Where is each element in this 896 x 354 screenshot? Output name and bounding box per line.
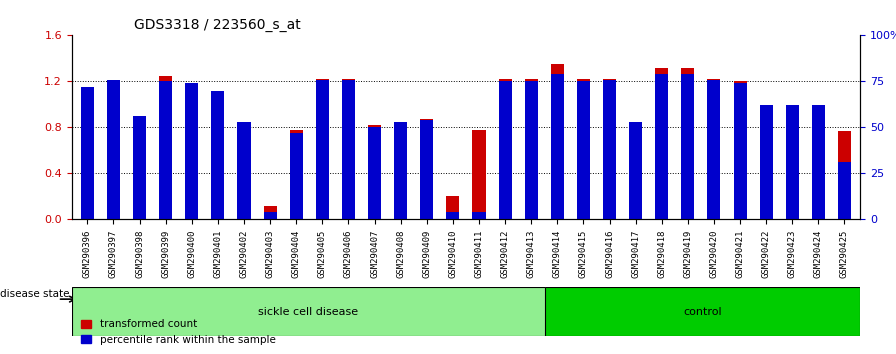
Bar <box>263 212 277 219</box>
Bar <box>734 83 746 219</box>
Bar <box>577 81 590 219</box>
Bar <box>420 120 434 219</box>
Bar <box>734 81 746 219</box>
Bar <box>394 122 407 219</box>
Bar <box>394 136 407 219</box>
Bar <box>551 74 564 219</box>
Bar <box>708 79 720 219</box>
Bar <box>655 68 668 219</box>
Bar <box>315 79 329 219</box>
Bar <box>185 104 198 219</box>
Bar <box>368 127 381 219</box>
Bar <box>498 81 512 219</box>
Bar <box>629 136 642 219</box>
Bar <box>812 105 825 219</box>
Bar <box>133 116 146 219</box>
Bar <box>446 196 460 219</box>
Bar <box>786 110 799 219</box>
Bar <box>211 91 224 219</box>
Bar <box>838 162 851 219</box>
Bar <box>263 206 277 219</box>
Bar <box>525 79 538 219</box>
Bar <box>315 80 329 219</box>
Bar <box>107 81 120 219</box>
Bar <box>289 130 303 219</box>
Text: control: control <box>683 307 722 316</box>
Bar <box>237 133 251 219</box>
Bar <box>368 125 381 219</box>
Bar <box>472 212 486 219</box>
Bar <box>133 116 146 219</box>
Bar <box>211 110 224 219</box>
Bar <box>342 80 355 219</box>
Bar <box>237 122 251 219</box>
Text: GDS3318 / 223560_s_at: GDS3318 / 223560_s_at <box>134 18 301 32</box>
Bar <box>603 80 616 219</box>
Legend: transformed count, percentile rank within the sample: transformed count, percentile rank withi… <box>77 315 280 349</box>
Bar <box>760 105 772 219</box>
Bar <box>159 81 172 219</box>
Bar <box>655 74 668 219</box>
FancyBboxPatch shape <box>72 287 545 336</box>
Bar <box>838 131 851 219</box>
Bar <box>159 76 172 219</box>
Bar <box>81 104 94 219</box>
Bar <box>681 74 694 219</box>
Bar <box>81 87 94 219</box>
Bar <box>107 80 120 219</box>
Bar <box>603 79 616 219</box>
Bar <box>472 130 486 219</box>
Bar <box>551 64 564 219</box>
Bar <box>760 114 772 219</box>
Bar <box>446 212 460 219</box>
Bar <box>708 80 720 219</box>
Bar <box>498 79 512 219</box>
Bar <box>420 119 434 219</box>
Bar <box>786 105 799 219</box>
Bar <box>577 79 590 219</box>
Text: disease state: disease state <box>0 289 70 299</box>
Bar <box>812 114 825 219</box>
Bar <box>681 68 694 219</box>
Bar <box>342 79 355 219</box>
Text: sickle cell disease: sickle cell disease <box>258 307 358 316</box>
Bar <box>185 83 198 219</box>
FancyBboxPatch shape <box>545 287 860 336</box>
Bar <box>629 122 642 219</box>
Bar <box>289 133 303 219</box>
Bar <box>525 81 538 219</box>
